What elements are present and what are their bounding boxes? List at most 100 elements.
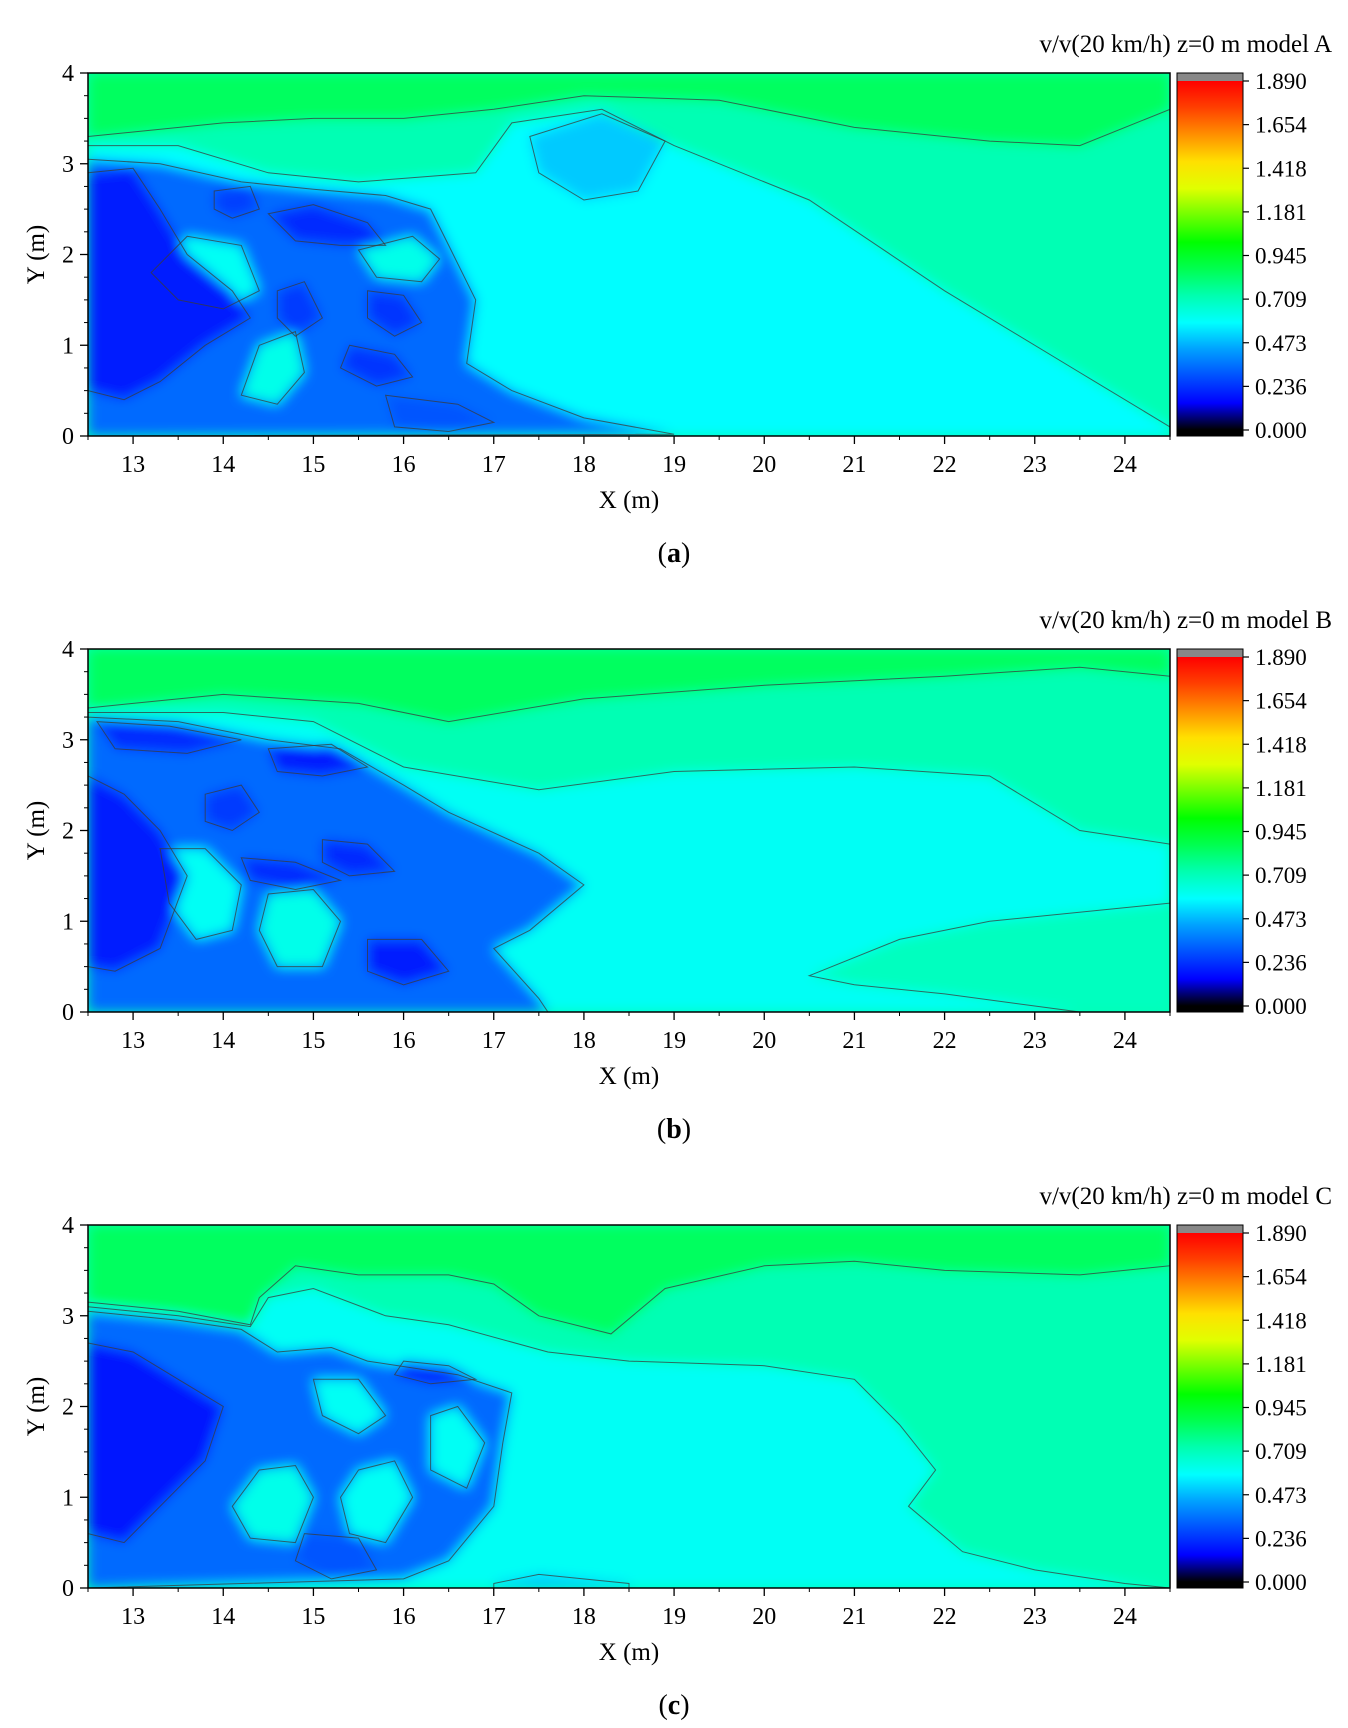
colorbar: 1.890 1.654 1.418 1.181 0.945 0.709 0.473 0.236…: [1176, 69, 1307, 443]
colorbar-tick-label: 0.236: [1255, 374, 1307, 399]
x-tick-label: 22: [933, 452, 957, 478]
contour-region: [88, 1225, 1170, 1334]
y-tick-label: 1: [62, 333, 74, 359]
contour-region: [529, 113, 666, 200]
x-tick-label: 19: [662, 1604, 686, 1630]
colorbar-tick-label: 1.654: [1255, 113, 1307, 138]
contour-region: [88, 1343, 224, 1543]
colorbar-tick-label: 0.236: [1255, 950, 1307, 975]
colorbar-frame: [1176, 72, 1244, 437]
x-tick-label: 20: [752, 1028, 776, 1054]
colorbar-tick-label: 0.709: [1255, 1439, 1307, 1464]
colorbar: 1.890 1.654 1.418 1.181 0.945 0.709 0.473 0.236…: [1176, 1221, 1307, 1595]
contour-line: [88, 1287, 1170, 1588]
colorbar-tick-label: 0.945: [1255, 1396, 1307, 1421]
caption-letter: c: [667, 1690, 681, 1721]
x-tick-label: 17: [482, 1028, 506, 1054]
colorbar-tick-label: 0.000: [1255, 994, 1307, 1019]
contour-line: [294, 1533, 378, 1580]
contour-line: [240, 330, 305, 405]
y-tick-label: 3: [62, 152, 74, 178]
y-tick-label: 0: [62, 1000, 74, 1026]
caption-letter: a: [667, 538, 681, 569]
x-tick-label: 21: [842, 1604, 866, 1630]
contour-lines: [88, 73, 1170, 436]
contour-region: [322, 839, 395, 876]
colorbar: 1.890 1.654 1.418 1.181 0.945 0.709 0.473 0.236…: [1176, 645, 1307, 1019]
contour-line: [88, 716, 585, 1012]
colorbar-tick-label: 0.709: [1255, 287, 1307, 312]
x-tick-label: 16: [392, 1028, 416, 1054]
contour-line: [159, 848, 242, 940]
contour-line: [88, 649, 1170, 723]
colorbar-tick-label: 1.890: [1255, 645, 1307, 670]
colorbar-tick-label: 0.945: [1255, 244, 1307, 269]
x-tick-label: 17: [482, 1604, 506, 1630]
contour-line: [88, 167, 252, 401]
y-tick-label: 1: [62, 909, 74, 935]
contour-region: [205, 785, 260, 831]
colorbar-tick-label: 0.236: [1255, 1526, 1307, 1551]
colorbar-underflow: [1177, 430, 1243, 436]
panel-caption: (b): [656, 1114, 692, 1145]
y-tick-label: 2: [62, 1395, 74, 1421]
contour-region: [214, 186, 260, 219]
x-tick-label: 19: [662, 1028, 686, 1054]
y-tick-label: 4: [62, 61, 74, 87]
y-tick-label: 0: [62, 1576, 74, 1602]
x-tick-label: 24: [1113, 452, 1137, 478]
contour-line: [88, 1342, 224, 1544]
chart-title: v/v(20 km/h) z=0 m model C: [1039, 1183, 1332, 1210]
y-tick-label: 1: [62, 1485, 74, 1511]
x-tick-label: 15: [301, 452, 325, 478]
x-tick-label: 20: [752, 452, 776, 478]
x-tick-label: 24: [1113, 1028, 1137, 1054]
colorbar-underflow: [1177, 1582, 1243, 1588]
contour-lines: [88, 1225, 1170, 1588]
contour-line: [367, 938, 450, 986]
contour-line: [258, 888, 342, 968]
x-tick-label: 18: [572, 1604, 596, 1630]
contour-line: [339, 1460, 414, 1544]
colorbar-tick-label: 0.473: [1255, 1483, 1307, 1508]
contour-region: [259, 889, 341, 967]
colorbar-tick-label: 1.418: [1255, 732, 1307, 757]
contour-region: [268, 744, 368, 776]
panel-b: 13 14 15 16 17 18 19 20 21 22 23 24 X (m) 0 1 2 3 4 Y (m) v…: [0, 576, 1348, 1152]
x-tick-label: 16: [392, 452, 416, 478]
panel-caption: (c): [658, 1690, 690, 1721]
y-tick-label: 2: [62, 243, 74, 269]
x-axis: 13 14 15 16 17 18 19 20 21 22 23 24 X (m): [87, 1588, 1171, 1666]
contour-line: [393, 1360, 478, 1385]
colorbar-tick-label: 0.473: [1255, 331, 1307, 356]
y-tick-label: 4: [62, 1213, 74, 1239]
colorbar-overflow: [1177, 649, 1243, 657]
y-tick-label: 0: [62, 424, 74, 450]
y-axis: 0 1 2 3 4 Y (m): [23, 637, 88, 1026]
contour-region: [88, 649, 1170, 722]
chart-title: v/v(20 km/h) z=0 m model A: [1039, 31, 1332, 58]
colorbar-tick-label: 1.890: [1255, 69, 1307, 94]
contour-region: [367, 939, 449, 985]
field-fills: [88, 1225, 1170, 1588]
colorbar-tick-label: 0.709: [1255, 863, 1307, 888]
contour-region: [394, 1361, 476, 1384]
y-tick-label: 3: [62, 1304, 74, 1330]
panel-c: 13 14 15 16 17 18 19 20 21 22 23 24 X (m) 0 1 2 3 4 Y (m) v…: [0, 1152, 1348, 1728]
contour-line: [88, 775, 188, 972]
colorbar-tick-label: 0.945: [1255, 820, 1307, 845]
y-tick-label: 2: [62, 819, 74, 845]
y-axis-label: Y (m): [23, 225, 50, 284]
contour-line: [267, 204, 387, 246]
x-tick-label: 14: [211, 1028, 235, 1054]
contour-field: [88, 73, 1170, 436]
contour-region: [88, 776, 188, 972]
contour-region: [340, 345, 413, 387]
contour-line: [267, 743, 369, 777]
contour-line: [204, 784, 260, 832]
x-tick-label: 24: [1113, 1604, 1137, 1630]
colorbar-tick-label: 1.654: [1255, 689, 1307, 714]
chart-title: v/v(20 km/h) z=0 m model B: [1039, 607, 1332, 634]
